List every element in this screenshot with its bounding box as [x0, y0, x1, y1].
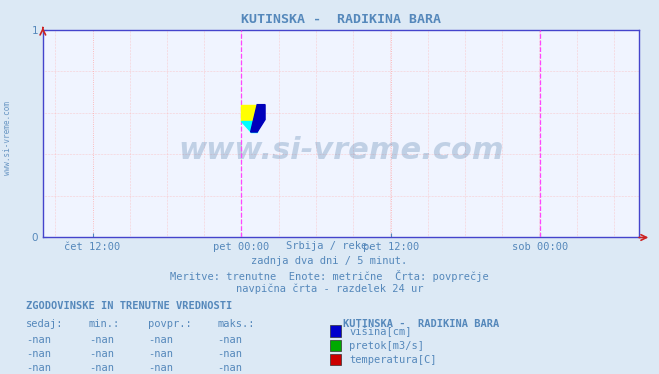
Text: www.si-vreme.com: www.si-vreme.com — [3, 101, 13, 175]
Text: -nan: -nan — [217, 349, 243, 359]
Title: KUTINSKA -  RADIKINA BARA: KUTINSKA - RADIKINA BARA — [241, 13, 441, 26]
Text: maks.:: maks.: — [217, 319, 255, 329]
Text: -nan: -nan — [26, 349, 51, 359]
Text: Srbija / reke.: Srbija / reke. — [286, 241, 373, 251]
Text: -nan: -nan — [89, 363, 114, 373]
Text: -nan: -nan — [89, 335, 114, 345]
Text: navpična črta - razdelek 24 ur: navpična črta - razdelek 24 ur — [236, 283, 423, 294]
Text: -nan: -nan — [217, 363, 243, 373]
Text: -nan: -nan — [89, 349, 114, 359]
Text: povpr.:: povpr.: — [148, 319, 192, 329]
Text: -nan: -nan — [26, 363, 51, 373]
Text: pretok[m3/s]: pretok[m3/s] — [349, 341, 424, 351]
Text: KUTINSKA -  RADIKINA BARA: KUTINSKA - RADIKINA BARA — [343, 319, 499, 329]
Text: sedaj:: sedaj: — [26, 319, 64, 329]
Text: -nan: -nan — [217, 335, 243, 345]
Text: min.:: min.: — [89, 319, 120, 329]
Polygon shape — [241, 121, 257, 132]
Text: -nan: -nan — [148, 335, 173, 345]
Text: -nan: -nan — [148, 363, 173, 373]
Text: višina[cm]: višina[cm] — [349, 327, 412, 337]
Text: zadnja dva dni / 5 minut.: zadnja dva dni / 5 minut. — [251, 256, 408, 266]
Polygon shape — [250, 105, 265, 132]
Text: Meritve: trenutne  Enote: metrične  Črta: povprečje: Meritve: trenutne Enote: metrične Črta: … — [170, 270, 489, 282]
Text: ZGODOVINSKE IN TRENUTNE VREDNOSTI: ZGODOVINSKE IN TRENUTNE VREDNOSTI — [26, 301, 233, 311]
Polygon shape — [241, 105, 257, 121]
Text: -nan: -nan — [26, 335, 51, 345]
Text: -nan: -nan — [148, 349, 173, 359]
Text: www.si-vreme.com: www.si-vreme.com — [178, 136, 504, 165]
Text: temperatura[C]: temperatura[C] — [349, 355, 437, 365]
